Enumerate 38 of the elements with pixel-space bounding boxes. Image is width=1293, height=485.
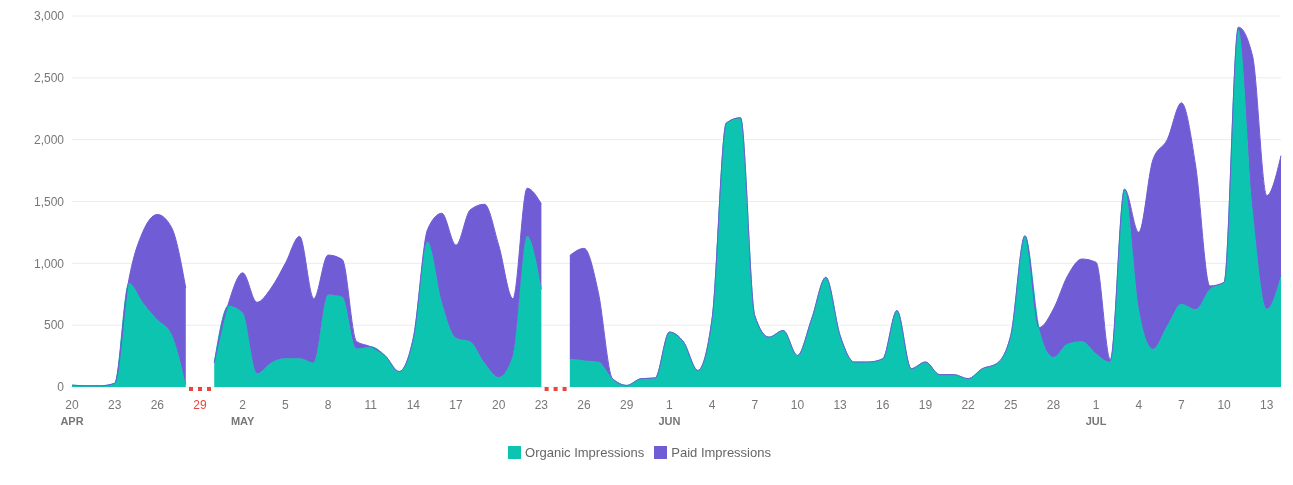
x-tick-label: 8 xyxy=(324,398,332,412)
y-tick-label: 2,000 xyxy=(33,132,65,147)
x-tick-label: 5 xyxy=(282,398,290,412)
y-tick-label: 1,500 xyxy=(33,194,65,209)
y-tick-label: 0 xyxy=(57,380,65,395)
legend-label: Paid Impressions xyxy=(671,445,771,460)
x-tick-label: 14 xyxy=(406,398,421,412)
x-tick-label: 13 xyxy=(833,398,848,412)
legend-label: Organic Impressions xyxy=(525,445,645,460)
x-tick-label: 25 xyxy=(1004,398,1018,412)
x-tick-label: 1 JUL xyxy=(1085,398,1107,427)
x-tick-label: 20 xyxy=(492,398,506,412)
x-tick-label: 2 MAY xyxy=(230,398,256,427)
y-tick-label: 2,500 xyxy=(33,71,65,86)
x-tick-label: 23 xyxy=(534,398,549,412)
x-tick-label: 19 xyxy=(918,398,933,412)
x-tick-label: 10 xyxy=(1217,398,1232,412)
y-tick-label: 1,000 xyxy=(33,256,65,271)
x-tick-label: 20 APR xyxy=(60,398,84,427)
x-tick-label: 1 JUN xyxy=(658,398,681,427)
x-tick-label: 26 xyxy=(150,398,165,412)
x-tick-label: 22 xyxy=(961,398,976,412)
x-tick-label: 17 xyxy=(449,398,464,412)
y-tick-label: 3,000 xyxy=(33,9,65,24)
x-tick-label: 7 xyxy=(1178,398,1186,412)
x-tick-label: 23 xyxy=(107,398,122,412)
x-tick-label: 16 xyxy=(876,398,890,412)
x-tick-label: 4 xyxy=(1135,398,1143,412)
x-tick-label: 29 xyxy=(193,398,208,412)
x-tick-label: 13 xyxy=(1260,398,1274,412)
x-tick-label: 28 xyxy=(1046,398,1061,412)
x-tick-label: 4 xyxy=(708,398,716,412)
x-tick-label: 11 xyxy=(364,398,378,412)
x-tick-label: 29 xyxy=(620,398,634,412)
x-tick-label: 10 xyxy=(790,398,805,412)
x-tick-label: 26 xyxy=(577,398,592,412)
y-tick-label: 500 xyxy=(43,318,65,333)
x-tick-label: 7 xyxy=(751,398,759,412)
